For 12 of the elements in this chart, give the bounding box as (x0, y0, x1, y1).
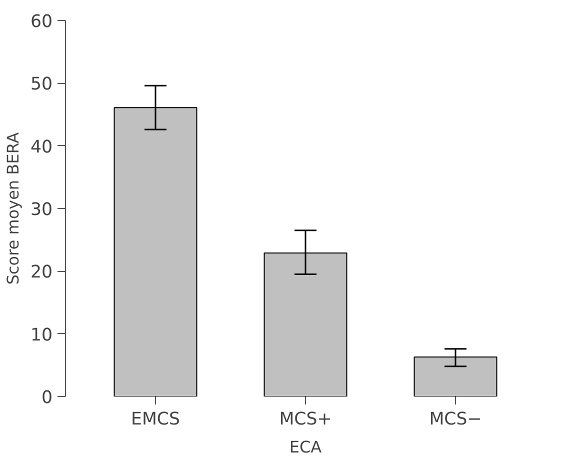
y-tick-label: 40 (30, 137, 53, 158)
x-axis-title: ECA (289, 438, 322, 456)
y-tick-label: 20 (30, 262, 53, 283)
y-tick-label: 10 (30, 325, 53, 346)
y-tick-label: 30 (30, 200, 53, 220)
y-tick-label: 60 (30, 12, 53, 32)
x-tick-label: MCS− (429, 410, 482, 430)
x-tick-label: MCS+ (279, 410, 332, 430)
y-axis-title: Score moyen BERA (3, 132, 22, 285)
y-tick-label: 0 (41, 388, 53, 408)
y-tick-label: 50 (30, 74, 53, 95)
x-tick-label: EMCS (131, 410, 180, 430)
